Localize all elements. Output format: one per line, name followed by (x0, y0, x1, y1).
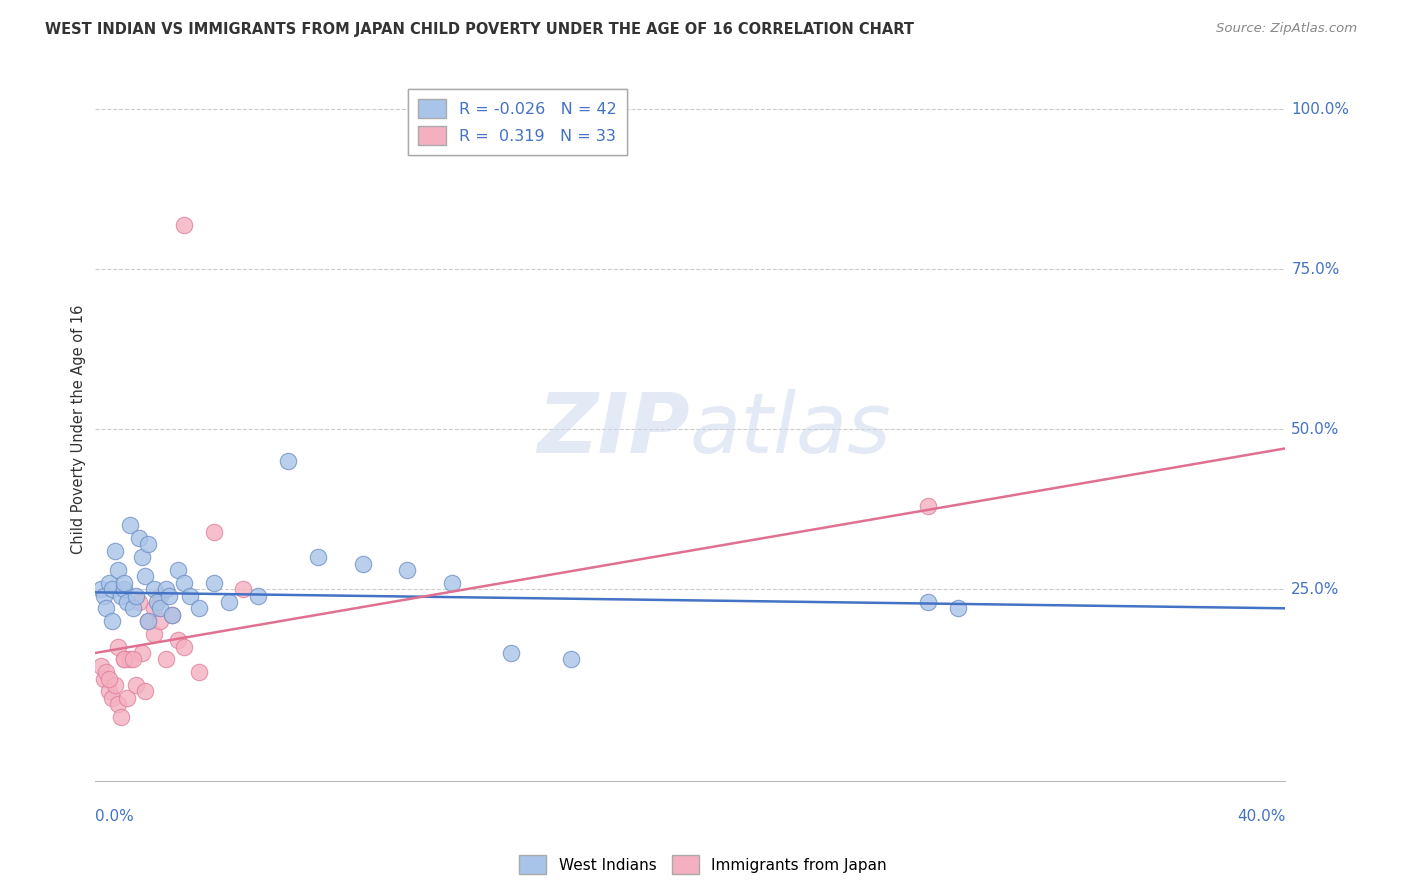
Point (104, 678, 127, 692)
Point (120, 652, 142, 666)
Point (134, 569, 156, 583)
Point (96, 665, 118, 680)
Point (128, 595, 150, 609)
Point (112, 575, 135, 590)
Point (307, 550, 329, 565)
Text: 40.0%: 40.0% (1237, 809, 1285, 824)
Point (101, 582, 124, 596)
Point (173, 218, 195, 232)
Point (98, 684, 121, 698)
Point (136, 614, 159, 628)
Point (107, 698, 129, 712)
Text: 0.0%: 0.0% (94, 809, 134, 824)
Point (501, 646, 523, 660)
Point (120, 518, 142, 533)
Point (202, 524, 225, 539)
Point (101, 690, 124, 705)
Point (179, 589, 201, 603)
Point (143, 601, 166, 615)
Text: ZIP: ZIP (537, 389, 690, 470)
Point (136, 537, 159, 551)
Point (128, 531, 150, 545)
Text: WEST INDIAN VS IMMIGRANTS FROM JAPAN CHILD POVERTY UNDER THE AGE OF 16 CORRELATI: WEST INDIAN VS IMMIGRANTS FROM JAPAN CHI… (45, 22, 914, 37)
Point (155, 652, 177, 666)
Point (143, 582, 166, 596)
Point (157, 589, 180, 603)
Text: 100.0%: 100.0% (1291, 102, 1350, 117)
Legend: West Indians, Immigrants from Japan: West Indians, Immigrants from Japan (513, 849, 893, 880)
Point (98, 575, 121, 590)
Point (187, 601, 209, 615)
Point (143, 627, 166, 641)
Point (149, 601, 172, 615)
Point (122, 601, 145, 615)
Text: Source: ZipAtlas.com: Source: ZipAtlas.com (1216, 22, 1357, 36)
Legend: R = -0.026   N = 42, R =  0.319   N = 33: R = -0.026 N = 42, R = 0.319 N = 33 (408, 89, 627, 155)
Point (232, 582, 254, 596)
Point (93, 589, 115, 603)
Point (218, 595, 240, 609)
Point (125, 678, 148, 692)
Point (187, 665, 209, 680)
Point (101, 614, 124, 628)
Point (96, 601, 118, 615)
Point (112, 652, 135, 666)
Point (122, 652, 145, 666)
Point (917, 499, 939, 513)
Point (89, 658, 111, 673)
Point (160, 607, 183, 622)
Point (155, 582, 177, 596)
Point (202, 575, 225, 590)
Point (173, 640, 195, 654)
Point (107, 640, 129, 654)
Point (89, 582, 111, 596)
Point (946, 601, 969, 615)
Point (352, 557, 374, 571)
Text: atlas: atlas (690, 389, 891, 470)
Point (117, 690, 139, 705)
Point (112, 652, 135, 666)
Point (117, 595, 139, 609)
Point (107, 563, 129, 577)
Point (149, 614, 172, 628)
Point (277, 454, 299, 468)
Point (131, 646, 153, 660)
Text: 25.0%: 25.0% (1291, 582, 1340, 597)
Point (173, 575, 195, 590)
Point (131, 550, 153, 565)
Point (110, 589, 132, 603)
Point (160, 607, 183, 622)
Text: 50.0%: 50.0% (1291, 422, 1340, 437)
Point (125, 589, 148, 603)
Point (136, 614, 159, 628)
Text: 75.0%: 75.0% (1291, 262, 1340, 277)
Point (917, 595, 939, 609)
Point (247, 589, 270, 603)
Y-axis label: Child Poverty Under the Age of 16: Child Poverty Under the Age of 16 (72, 304, 86, 554)
Point (167, 563, 190, 577)
Point (110, 710, 132, 724)
Point (146, 595, 169, 609)
Point (149, 589, 172, 603)
Point (167, 633, 190, 648)
Point (93, 672, 115, 686)
Point (98, 672, 121, 686)
Point (396, 563, 419, 577)
Point (440, 575, 463, 590)
Point (560, 652, 582, 666)
Point (104, 543, 127, 558)
Point (134, 684, 156, 698)
Point (112, 582, 135, 596)
